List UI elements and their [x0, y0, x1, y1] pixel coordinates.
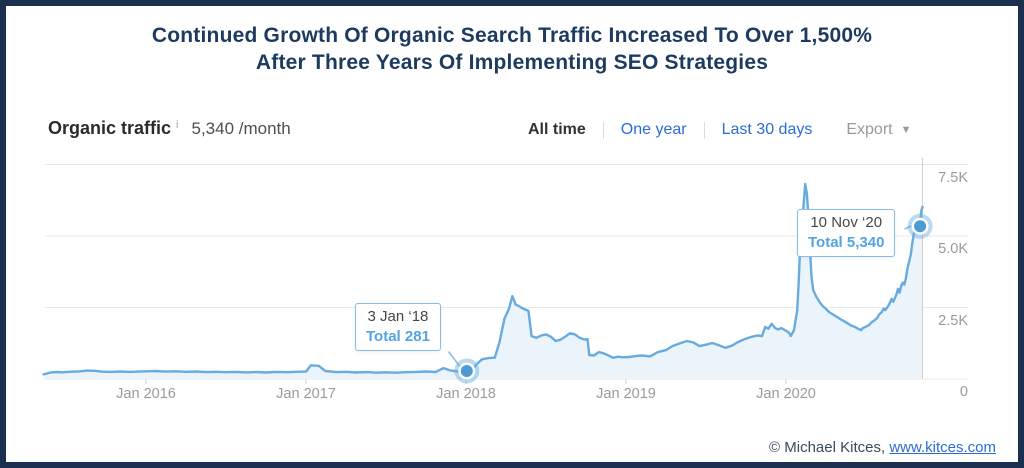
- y-axis-label: 5.0K: [938, 241, 968, 257]
- x-axis-label: Jan 2019: [596, 386, 656, 402]
- chevron-down-icon: ▼: [900, 124, 912, 136]
- y-axis-label: 2.5K: [938, 312, 968, 329]
- metric-group: Organic traffic i 5,340 /month: [48, 118, 291, 139]
- filter-divider: [602, 121, 604, 139]
- tooltip-nov-2020: 10 Nov ‘20 Total 5,340: [797, 209, 896, 257]
- title-line-2: After Three Years Of Implementing SEO St…: [255, 51, 769, 74]
- x-axis-label: Jan 2020: [756, 386, 816, 402]
- title-line-1: Continued Growth Of Organic Search Traff…: [151, 24, 873, 47]
- filter-last-30-days[interactable]: Last 30 days: [721, 121, 813, 138]
- data-point-marker[interactable]: [914, 220, 927, 233]
- attribution: © Michael Kitces, www.kitces.com: [769, 439, 996, 456]
- filter-divider: [703, 121, 705, 139]
- filter-all-time[interactable]: All time: [528, 121, 586, 138]
- page-title: Continued Growth Of Organic Search Traff…: [0, 22, 1024, 76]
- tooltip-total: Total 5,340: [808, 234, 885, 251]
- filter-one-year[interactable]: One year: [620, 121, 687, 138]
- metric-label: Organic traffic: [48, 118, 172, 138]
- time-range-filters: All time One year Last 30 days Export ▼: [528, 121, 911, 139]
- y-axis-label: 7.5K: [938, 169, 968, 186]
- x-axis-label: Jan 2018: [436, 386, 496, 402]
- traffic-area: [43, 183, 923, 379]
- x-axis-label: Jan 2017: [276, 386, 336, 402]
- traffic-line: [42, 182, 924, 376]
- kitces-link[interactable]: www.kitces.com: [889, 439, 996, 456]
- info-icon[interactable]: i: [176, 119, 179, 131]
- tooltip-date: 10 Nov ‘20: [810, 214, 883, 231]
- data-point-marker[interactable]: [460, 364, 473, 377]
- tooltip-total: Total 281: [366, 328, 430, 345]
- export-label: Export: [846, 121, 893, 138]
- export-button[interactable]: Export ▼: [846, 121, 911, 139]
- tooltip-connector: [904, 225, 912, 230]
- x-axis-label: Jan 2016: [116, 386, 176, 402]
- y-axis-label: 0: [959, 384, 968, 400]
- tooltip-jan-2018: 3 Jan ‘18 Total 281: [355, 303, 441, 351]
- tooltip-connector: [447, 351, 462, 369]
- metric-value: 5,340 /month: [191, 119, 291, 138]
- tooltip-date: 3 Jan ‘18: [367, 308, 429, 325]
- copyright-text: © Michael Kitces,: [769, 439, 890, 456]
